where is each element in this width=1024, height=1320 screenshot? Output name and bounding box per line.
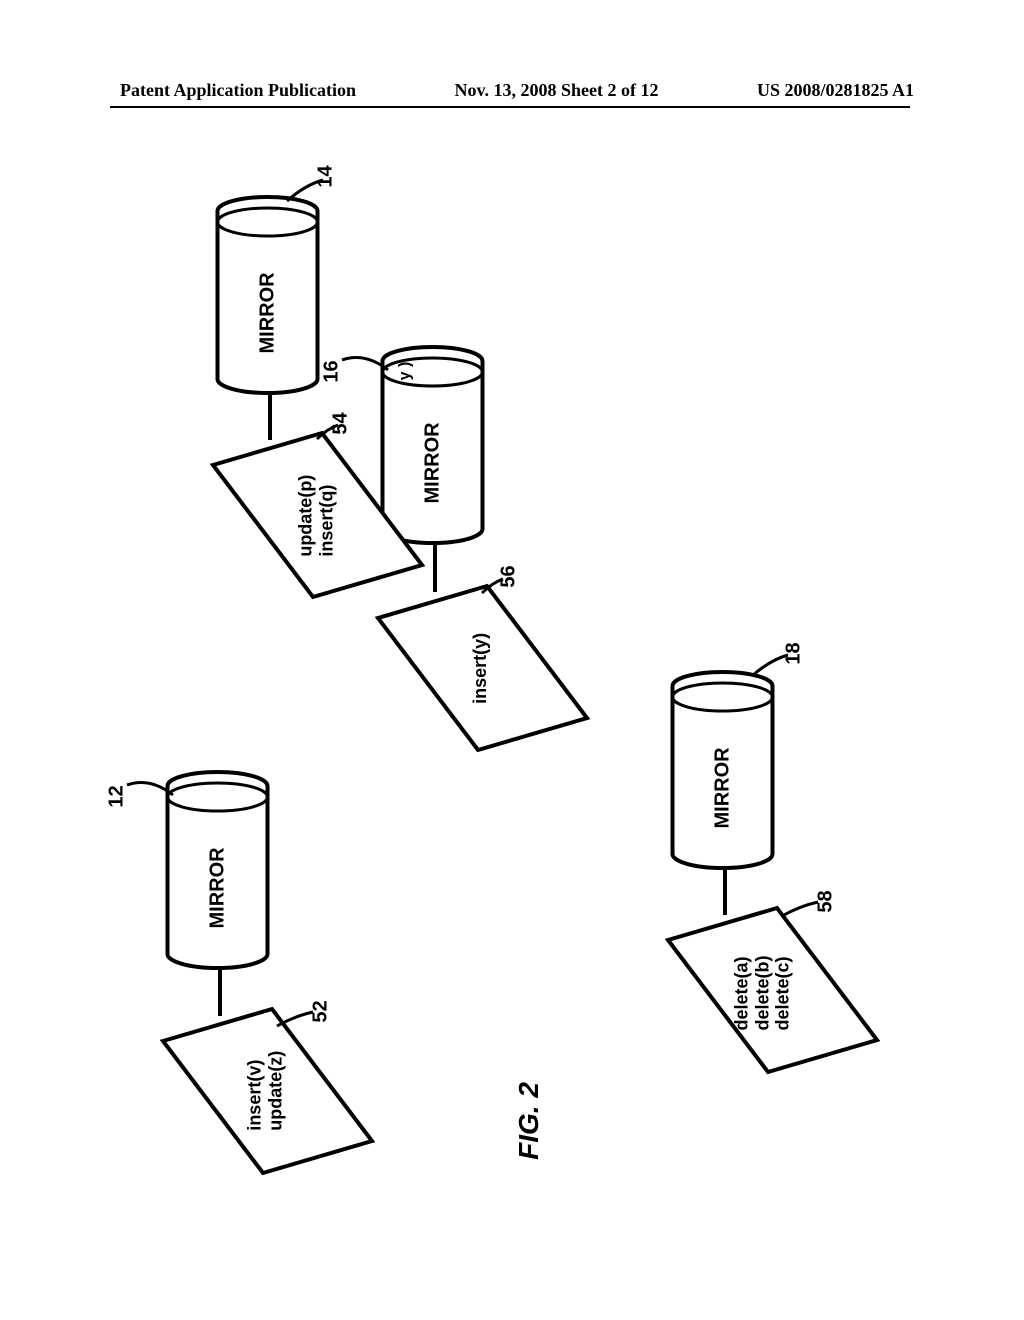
sheet-58-line-0: delete(a) — [731, 957, 751, 1031]
sheet-52-line-1: update(z) — [265, 1051, 285, 1131]
leader-54 — [315, 423, 340, 443]
mirror-18-label: MIRROR — [712, 719, 735, 829]
figure-canvas: MIRROR 14 MIRROR y ) 16 MIRROR 12 MIRROR — [110, 170, 910, 1200]
leader-52 — [275, 1010, 315, 1030]
sheet-54-line-0: update(p) — [295, 475, 315, 557]
header-left: Patent Application Publication — [120, 80, 356, 101]
sheet-52-line-0: insert(v) — [244, 1060, 264, 1131]
connector-18-58 — [720, 867, 730, 915]
mirror-14-group: MIRROR — [215, 195, 320, 395]
leader-16 — [340, 350, 390, 380]
sheet-54-text: update(p) insert(q) — [295, 475, 336, 557]
connector-12-52 — [215, 968, 225, 1016]
leader-12 — [125, 775, 175, 805]
mirror-12-label: MIRROR — [207, 819, 230, 929]
sheet-52-text: insert(v) update(z) — [244, 1051, 285, 1131]
header-rule — [110, 106, 910, 108]
sheet-58-line-1: delete(b) — [752, 956, 772, 1031]
sheet-56-line-0: insert(y) — [470, 633, 490, 704]
leader-18 — [750, 650, 790, 680]
mirror-18-group: MIRROR — [670, 670, 775, 870]
connector-14-54 — [265, 392, 275, 440]
mirror-12-group: MIRROR — [165, 770, 270, 970]
connector-16-56 — [430, 542, 440, 592]
page-header: Patent Application Publication Nov. 13, … — [0, 80, 1024, 101]
mirror-14-label: MIRROR — [257, 244, 280, 354]
leader-58 — [780, 900, 820, 920]
mirror-16-inner-y: y ) — [396, 362, 414, 381]
sheet-58-line-2: delete(c) — [773, 957, 793, 1031]
figure-label: FIG. 2 — [513, 1082, 545, 1160]
sheet-58-text: delete(a) delete(b) delete(c) — [731, 956, 793, 1031]
header-right: US 2008/0281825 A1 — [757, 80, 914, 101]
sheet-56-text: insert(y) — [470, 633, 491, 704]
sheet-54-line-1: insert(q) — [316, 485, 336, 557]
header-center: Nov. 13, 2008 Sheet 2 of 12 — [455, 80, 659, 101]
leader-56 — [480, 577, 505, 597]
leader-14 — [285, 175, 325, 205]
